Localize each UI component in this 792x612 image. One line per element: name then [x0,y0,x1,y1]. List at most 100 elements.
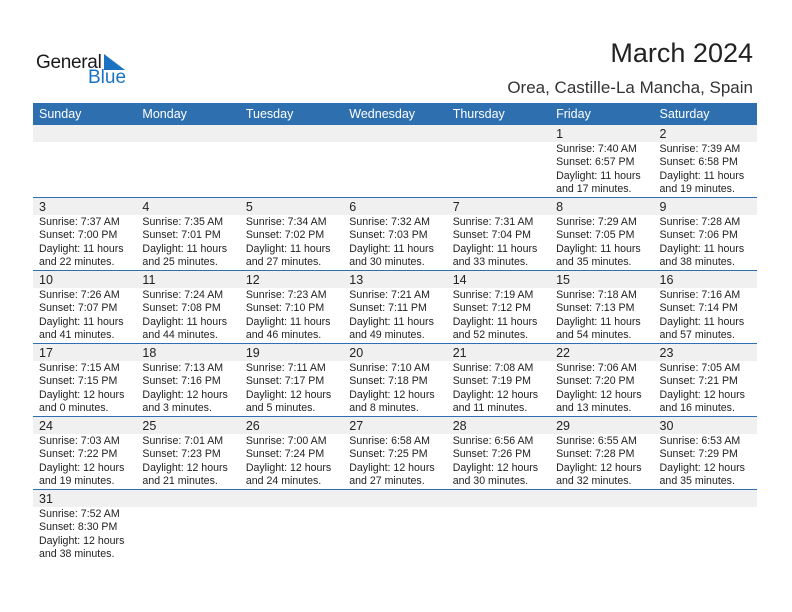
page-title: March 2024 [610,38,753,68]
day-number [136,125,240,142]
daylight1-text: Daylight: 12 hours [39,388,125,401]
day-number: 8 [550,198,654,215]
day-cell-29: 29 Sunrise: 6:55 AM Sunset: 7:28 PM Dayligh… [550,417,654,489]
sunrise-text: Sunrise: 7:15 AM [39,362,120,374]
sun-info: Sunrise: 7:19 AM Sunset: 7:12 PM Daylight:… [447,288,550,343]
day-number: 1 [550,125,654,142]
weekday-header: Sunday Monday Tuesday Wednesday Thursday Frid… [33,103,757,125]
weeks: 1 Sunrise: 7:40 AM Sunset: 6:57 PM Daylight… [33,125,757,562]
daylight2-text: and 24 minutes. [245,475,322,488]
day-number: 25 [136,417,240,434]
daylight1-text: Daylight: 11 hours [556,242,641,255]
day-cell-9: 9 Sunrise: 7:28 AM Sunset: 7:06 PM Daylight… [653,198,757,270]
day-cell-6: 6 Sunrise: 7:32 AM Sunset: 7:03 PM Daylight… [343,198,447,270]
day-number [446,490,551,507]
day-cell-7: 7 Sunrise: 7:31 AM Sunset: 7:04 PM Daylight… [446,198,551,270]
weekday-tuesday: Tuesday [245,107,294,121]
sunset-text: Sunset: 7:21 PM [659,375,738,388]
day-number: 21 [446,344,551,361]
sunrise-text: Sunrise: 7:21 AM [349,289,430,301]
day-number: 22 [550,344,654,361]
daylight1-text: Daylight: 11 hours [556,169,641,182]
sun-info: Sunrise: 7:37 AM Sunset: 7:00 PM Daylight:… [33,215,136,270]
daylight2-text: and 13 minutes. [556,402,632,415]
daylight1-text: Daylight: 12 hours [39,461,125,474]
sunset-text: Sunset: 7:16 PM [142,375,221,388]
day-cell-3: 3 Sunrise: 7:37 AM Sunset: 7:00 PM Daylight… [33,198,137,270]
sun-info: Sunrise: 7:03 AM Sunset: 7:22 PM Daylight:… [33,434,136,489]
sunset-text: Sunset: 7:11 PM [349,302,427,315]
day-number: 27 [343,417,447,434]
weekday-friday: Friday [556,107,591,121]
daylight1-text: Daylight: 11 hours [245,242,331,255]
day-cell-30: 30 Sunrise: 6:53 AM Sunset: 7:29 PM Dayligh… [653,417,757,489]
sunrise-text: Sunrise: 6:55 AM [556,435,637,447]
day-cell-26: 26 Sunrise: 7:00 AM Sunset: 7:24 PM Dayligh… [239,417,344,489]
day-number: 7 [446,198,551,215]
empty-day-cell [653,490,757,562]
sunset-text: Sunset: 7:15 PM [39,375,118,388]
sun-info: Sunrise: 7:24 AM Sunset: 7:08 PM Daylight:… [136,288,239,343]
daylight1-text: Daylight: 11 hours [659,169,745,182]
daylight2-text: and 35 minutes. [659,475,735,488]
sunset-text: Sunset: 7:26 PM [452,448,532,461]
day-cell-16: 16 Sunrise: 7:16 AM Sunset: 7:14 PM Dayligh… [653,271,757,343]
week-row: 1 Sunrise: 7:40 AM Sunset: 6:57 PM Daylight… [33,125,757,198]
day-cell-13: 13 Sunrise: 7:21 AM Sunset: 7:11 PM Dayligh… [343,271,447,343]
day-number: 31 [33,490,137,507]
day-number: 13 [343,271,447,288]
sunset-text: Sunset: 7:01 PM [142,229,221,242]
sun-info: Sunrise: 7:16 AM Sunset: 7:14 PM Daylight:… [654,288,757,343]
daylight2-text: and 16 minutes. [659,402,735,415]
day-cell-8: 8 Sunrise: 7:29 AM Sunset: 7:05 PM Daylight… [550,198,654,270]
sun-info: Sunrise: 7:31 AM Sunset: 7:04 PM Daylight:… [447,215,550,270]
empty-day-cell [136,490,240,562]
daylight1-text: Daylight: 12 hours [245,461,332,474]
sunset-text: Sunset: 7:08 PM [142,302,221,315]
daylight2-text: and 17 minutes. [556,183,632,196]
sunrise-text: Sunrise: 7:52 AM [39,508,120,520]
daylight2-text: and 41 minutes. [39,329,115,342]
daylight2-text: and 38 minutes. [659,256,735,269]
day-cell-11: 11 Sunrise: 7:24 AM Sunset: 7:08 PM Dayligh… [136,271,240,343]
sunrise-text: Sunrise: 6:56 AM [452,435,534,447]
day-number [33,125,137,142]
day-cell-17: 17 Sunrise: 7:15 AM Sunset: 7:15 PM Dayligh… [33,344,137,416]
day-cell-2: 2 Sunrise: 7:39 AM Sunset: 6:58 PM Daylight… [653,125,757,197]
sunrise-text: Sunrise: 7:19 AM [452,289,534,301]
sunrise-text: Sunrise: 7:08 AM [452,362,534,374]
daylight1-text: Daylight: 12 hours [556,388,642,401]
week-row: 24 Sunrise: 7:03 AM Sunset: 7:22 PM Dayligh… [33,417,757,490]
day-number [653,490,757,507]
week-row: 17 Sunrise: 7:15 AM Sunset: 7:15 PM Dayligh… [33,344,757,417]
day-cell-14: 14 Sunrise: 7:19 AM Sunset: 7:12 PM Dayligh… [446,271,551,343]
day-cell-25: 25 Sunrise: 7:01 AM Sunset: 7:23 PM Dayligh… [136,417,240,489]
sunset-text: Sunset: 7:23 PM [142,448,221,461]
sunset-text: Sunset: 8:30 PM [39,521,118,534]
weekday-wednesday: Wednesday [349,107,416,121]
daylight2-text: and 30 minutes. [349,256,425,269]
day-number [136,490,240,507]
day-number: 10 [33,271,137,288]
sunrise-text: Sunrise: 7:00 AM [245,435,327,447]
day-number: 14 [446,271,551,288]
calendar-grid: Sunday Monday Tuesday Wednesday Thursday Frid… [33,103,757,562]
sun-info: Sunrise: 7:21 AM Sunset: 7:11 PM Daylight:… [343,288,446,343]
empty-day-cell [239,490,344,562]
day-cell-12: 12 Sunrise: 7:23 AM Sunset: 7:10 PM Dayligh… [239,271,344,343]
logo-text-general: General [36,52,102,73]
daylight1-text: Daylight: 11 hours [556,315,641,328]
sunrise-text: Sunrise: 7:39 AM [659,143,741,155]
daylight2-text: and 32 minutes. [556,475,632,488]
sunset-text: Sunset: 7:00 PM [39,229,118,242]
sunrise-text: Sunrise: 7:37 AM [39,216,120,228]
sun-info: Sunrise: 7:52 AM Sunset: 8:30 PM Daylight:… [33,507,136,562]
sunrise-text: Sunrise: 7:31 AM [452,216,534,228]
daylight1-text: Daylight: 11 hours [452,315,538,328]
sunrise-text: Sunrise: 7:40 AM [556,143,637,155]
daylight2-text: and 27 minutes. [245,256,322,269]
daylight2-text: and 27 minutes. [349,475,425,488]
sunrise-text: Sunrise: 7:29 AM [556,216,637,228]
sunset-text: Sunset: 6:57 PM [556,156,635,169]
daylight1-text: Daylight: 12 hours [349,461,435,474]
